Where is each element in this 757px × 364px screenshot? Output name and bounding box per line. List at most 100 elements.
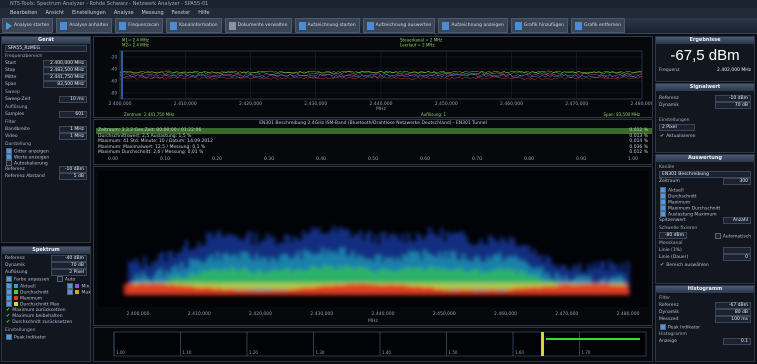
legend-checkbox[interactable] xyxy=(6,289,12,295)
setting-field[interactable]: 1 MHz xyxy=(59,125,87,133)
legend-checkbox[interactable] xyxy=(6,283,12,289)
toolbar-button-3[interactable]: Kanalinformation xyxy=(166,18,222,33)
setting-field[interactable]: 70 dB xyxy=(51,261,87,269)
menu-item-6[interactable]: Hilfe xyxy=(198,10,210,16)
toolbar-button-4[interactable]: Dokumente verwalten xyxy=(224,18,292,33)
analysis-checkbox[interactable] xyxy=(660,199,666,205)
waterfall-column xyxy=(506,267,510,289)
legend-item[interactable]: Min xyxy=(67,283,90,290)
reference-bar xyxy=(121,51,123,99)
legend-item[interactable]: Maximum xyxy=(6,295,59,302)
signal-update-row[interactable]: ✔ Aktualisieren xyxy=(660,134,750,140)
peak-indicator-checkbox[interactable] xyxy=(6,334,12,340)
channel-dropdown[interactable]: EN301 Beschreibung xyxy=(659,170,751,178)
range-select-row[interactable]: ✔ Bereich auswählen xyxy=(660,263,750,269)
toolbar-button-9[interactable]: Grafik entfernen xyxy=(570,18,625,33)
menu-item-3[interactable]: Analyse xyxy=(113,10,134,16)
display-checkbox[interactable] xyxy=(6,148,12,154)
analysis-checkbox[interactable] xyxy=(660,187,666,193)
waterfall-floor xyxy=(124,283,630,295)
legend-checkbox[interactable] xyxy=(6,301,12,307)
setting-field[interactable]: 2.400,000 MHz xyxy=(43,59,87,67)
analysis-check-row[interactable]: Aktuell xyxy=(660,187,750,194)
setting-field[interactable]: 100 ms xyxy=(715,315,751,323)
analysis-x-tick: 0.00 xyxy=(108,157,119,162)
setting-field[interactable]: -10 dBm xyxy=(715,94,751,102)
display-check-row[interactable]: Werte anzeigen xyxy=(6,154,86,161)
spectrum-check-row[interactable]: ✔ Durchschnitt zurücksetzen xyxy=(6,320,86,326)
legend-checkbox[interactable] xyxy=(6,295,12,301)
legend-item[interactable]: Max xyxy=(67,289,91,296)
spectrum-check-row[interactable]: ✔ Maximum zurücksetzen xyxy=(6,308,86,314)
waterfall-plot[interactable]: 2.400,000 2.410,000 2.420,000 2.430,000 2.44… xyxy=(94,167,652,325)
analysis-checkbox[interactable] xyxy=(660,211,666,217)
analysis-checkbox[interactable] xyxy=(660,205,666,211)
menu-item-1[interactable]: Ansicht xyxy=(45,10,64,16)
setting-field[interactable]: 83,500 MHz xyxy=(43,80,87,88)
sweep-field[interactable]: 10 ms xyxy=(59,95,87,103)
hist-peak-row[interactable]: Peak Indikator xyxy=(660,324,750,331)
analysis-check-row[interactable]: Maximum Durchschnitt xyxy=(660,205,750,212)
analysis-x-tick: 0.90 xyxy=(576,157,587,162)
display-check-row[interactable]: Autoskalierung xyxy=(6,160,86,167)
setting-field[interactable]: 1 MHz xyxy=(59,132,87,140)
period-field[interactable]: 300 xyxy=(723,177,751,185)
toolbar-button-8[interactable]: Grafik hinzufügen xyxy=(510,18,568,33)
spectrum-chart[interactable]: 2.400,000 2.410,000 2.420,000 2.430,000 2.44… xyxy=(93,36,653,118)
toolbar-button-7[interactable]: Aufzeichnung anzeigen xyxy=(438,18,508,33)
analysis-check-row[interactable]: Auslastung Maximum xyxy=(660,211,750,218)
timeline-chart[interactable]: 1.00 1.10 1.20 1.30 1.40 1.50 1.60 1.70 xyxy=(93,327,653,362)
threshold-auto-checkbox[interactable] xyxy=(714,232,721,239)
hist-display-field[interactable]: 0.1 xyxy=(723,337,751,345)
legend-checkbox[interactable] xyxy=(67,283,74,289)
analysis-check-row[interactable]: Maximum xyxy=(660,199,750,206)
toolbar-button-6[interactable]: Aufzeichnung auswerten xyxy=(362,18,436,33)
timeline-plot[interactable]: 1.00 1.10 1.20 1.30 1.40 1.50 1.60 1.70 xyxy=(94,328,652,361)
menu-item-0[interactable]: Bearbeiten xyxy=(10,10,38,16)
toolbar-button-2[interactable]: Frequenzscan xyxy=(115,18,164,33)
setting-field[interactable]: 2.441,750 MHz xyxy=(43,73,87,81)
spectrum-check-row[interactable]: ✔ Maximum beibehalten xyxy=(6,314,86,320)
setting-field[interactable]: 2 Pixel xyxy=(51,268,87,276)
threshold-field[interactable]: -80 dBm xyxy=(659,231,687,239)
toolbar-button-0[interactable]: Analyse starten xyxy=(2,18,54,33)
display-checkbox[interactable] xyxy=(6,160,12,166)
setting-field[interactable]: 70 dB xyxy=(715,101,751,109)
device-select[interactable]: SPA55_RzMEG xyxy=(5,44,87,52)
legend-item[interactable]: Durchschnitt Max xyxy=(6,301,59,308)
line-percent-field[interactable] xyxy=(723,246,751,254)
samples-field[interactable]: 601 xyxy=(59,110,87,118)
setting-field[interactable]: 2.483,500 MHz xyxy=(43,66,87,74)
setting-field[interactable]: 5 dB xyxy=(59,172,87,180)
display-check-row[interactable]: Gitter anzeigen xyxy=(6,148,86,155)
waterfall-density xyxy=(124,225,630,295)
auto-checkbox[interactable] xyxy=(56,276,63,282)
legend-item[interactable]: Aktuell xyxy=(6,283,59,290)
setting-field[interactable]: -10 dBm xyxy=(59,165,87,173)
waterfall-column xyxy=(494,270,498,289)
toolbar-button-5[interactable]: Aufzeichnung starten xyxy=(294,18,360,33)
menu-item-2[interactable]: Einstellungen xyxy=(71,10,106,16)
spectrum-plot[interactable]: 2.400,000 2.410,000 2.420,000 2.430,000 2.44… xyxy=(94,37,652,118)
line-duration-field[interactable]: 0 xyxy=(723,253,751,261)
waterfall-chart[interactable]: 2.400,000 2.410,000 2.420,000 2.430,000 2.44… xyxy=(93,166,653,326)
signal-display-field[interactable]: 2 Pixel xyxy=(659,123,695,131)
toolbar-button-1[interactable]: Analyse anhalten xyxy=(56,18,113,33)
threshold-auto-row[interactable]: Automatisch xyxy=(714,232,751,239)
display-checkbox[interactable] xyxy=(6,154,12,160)
analysis-check-row[interactable]: Durchschnitt xyxy=(660,193,750,200)
peak-select[interactable]: Anzahl xyxy=(723,216,751,224)
hist-peak-checkbox[interactable] xyxy=(660,324,666,330)
legend-item[interactable]: Durchschnitt xyxy=(6,289,59,296)
color-adjust-checkbox[interactable] xyxy=(6,276,12,282)
x-tick-label: 2.410,000 xyxy=(174,101,197,107)
peak-indicator-row[interactable]: Peak Indikator xyxy=(6,334,86,341)
legend-checkbox[interactable] xyxy=(67,289,74,295)
menu-item-4[interactable]: Messung xyxy=(141,10,164,16)
setting-field[interactable]: -40 dBm xyxy=(51,254,87,262)
setting-field[interactable]: -67 dBm xyxy=(715,301,751,309)
analysis-checkbox[interactable] xyxy=(660,193,666,199)
menu-item-5[interactable]: Fenster xyxy=(171,10,191,16)
setting-field[interactable]: 80 dB xyxy=(715,308,751,316)
color-adjust-row[interactable]: Farbe anpassen Auto xyxy=(6,276,86,283)
